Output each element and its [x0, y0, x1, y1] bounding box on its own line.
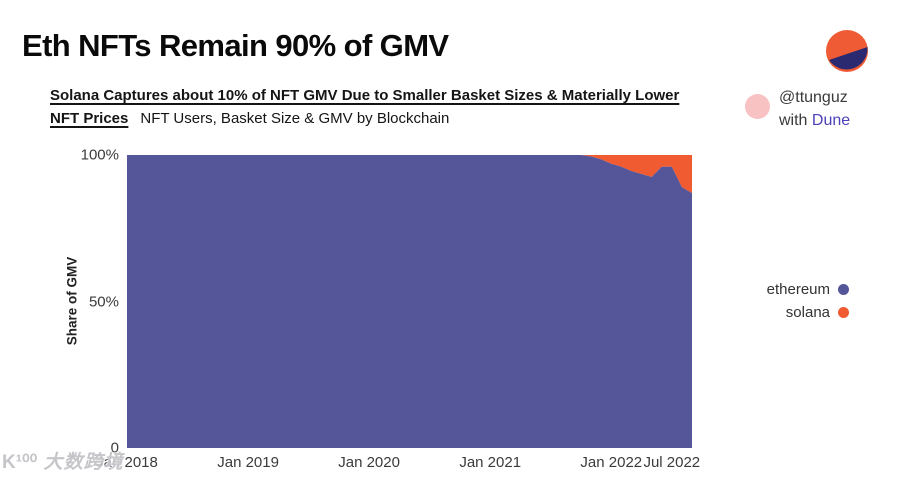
y-tick-label: 0 — [110, 439, 119, 457]
x-axis-ticks: Jan 2018 Jan 2019 Jan 2020 Jan 2021 Jan 2022… — [96, 454, 700, 474]
y-tick-label: 50% — [88, 293, 119, 310]
subtitle-line-1: Solana Captures about 10% of NFT GMV Due… — [50, 84, 679, 107]
solana-area — [127, 155, 692, 194]
legend-label-solana: solana — [785, 304, 830, 321]
ethereum-dot-icon — [838, 284, 849, 295]
x-tick-label: Jan 2021 — [459, 454, 522, 471]
solana-dot-icon — [838, 307, 849, 318]
watermark-text: 大数跨境 — [43, 452, 124, 473]
legend-item-solana: solana — [767, 304, 849, 321]
x-tick-label: Jul 2022 — [643, 454, 701, 471]
x-tick-label: Jan 2019 — [217, 454, 279, 471]
attribution-with: with Dune — [779, 112, 851, 129]
y-tick-label: 100% — [80, 146, 119, 164]
subtitle-bold-text-2: NFT Prices — [50, 110, 129, 127]
y-axis-ticks: 100% 50% 0 — [0, 147, 119, 457]
dune-logo-icon — [826, 30, 868, 72]
dune-brand-link[interactable]: Dune — [811, 112, 851, 129]
subtitle-bold-text: Solana Captures about 10% of NFT GMV Due… — [50, 87, 680, 104]
subtitle-regular-text: NFT Users, Basket Size & GMV by Blockcha… — [140, 110, 450, 127]
attribution-handle: @ttunguz — [779, 89, 848, 106]
x-tick-label: Jan 2022 — [580, 454, 643, 471]
subtitle-line-2: NFT Prices NFT Users, Basket Size & GMV b… — [50, 107, 679, 130]
x-tick-label: Jan 2020 — [338, 454, 400, 471]
avatar-dot — [745, 94, 770, 119]
ethereum-area — [127, 155, 692, 448]
legend-item-ethereum: ethereum — [767, 281, 849, 298]
watermark-logo: K¹⁰⁰ — [2, 452, 38, 473]
attribution: @ttunguz with Dune — [779, 86, 850, 132]
chart-subtitle: Solana Captures about 10% of NFT GMV Due… — [50, 84, 679, 130]
page-title: Eth NFTs Remain 90% of GMV — [22, 28, 449, 63]
legend-label-ethereum: ethereum — [766, 281, 830, 298]
x-tick-label: Jan 2018 — [96, 454, 158, 471]
stacked-area-chart — [127, 155, 692, 448]
watermark: K¹⁰⁰ 大数跨境 — [2, 447, 124, 474]
chart-legend: ethereum solana — [767, 281, 849, 321]
logo-navy-segment — [829, 47, 868, 70]
